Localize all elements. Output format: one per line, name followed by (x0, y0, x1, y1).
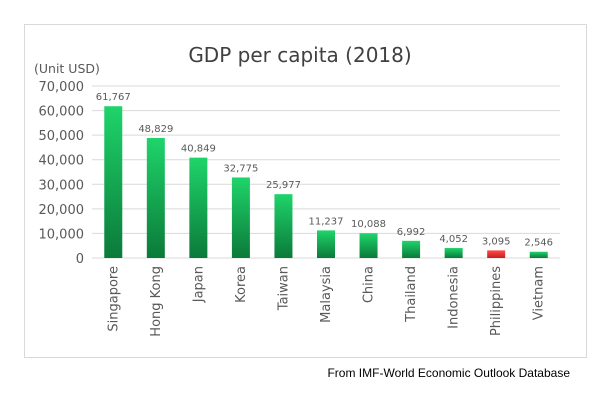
x-tick-label: Japan (191, 266, 206, 303)
x-tick-label: Singapore (106, 266, 121, 332)
y-axis-ticks: 0 10,000 20,000 30,000 40,000 50,000 60,000 70,… (39, 80, 85, 267)
value-labels: 61,767 48,829 40,849 32,775 25,977 11,237 10,0… (96, 92, 553, 249)
y-tick-label: 20,000 (39, 203, 85, 218)
chart-title: GDP per capita (2018) (188, 43, 411, 67)
bar-thailand (402, 240, 421, 258)
gridlines (92, 85, 560, 259)
bar-indonesia (444, 248, 463, 258)
y-tick-label: 0 (76, 252, 84, 267)
value-label: 10,088 (351, 219, 386, 230)
x-tick-label: Taiwan (276, 266, 291, 311)
y-tick-label: 10,000 (39, 227, 85, 242)
y-axis-unit-label: (Unit USD) (34, 61, 100, 76)
x-tick-label: Malaysia (319, 266, 334, 323)
value-label: 4,052 (439, 234, 468, 245)
source-note: From IMF-World Economic Outlook Database (327, 366, 570, 380)
bar-taiwan (274, 194, 293, 258)
value-label: 40,849 (181, 144, 216, 155)
y-tick-label: 60,000 (39, 105, 85, 120)
y-tick-label: 30,000 (39, 178, 85, 193)
y-tick-label: 70,000 (39, 80, 85, 95)
x-tick-label: Indonesia (447, 266, 462, 329)
x-axis-ticks: Singapore Hong Kong Japan Korea Taiwan Malays… (106, 266, 546, 337)
bar-china (359, 233, 378, 258)
value-label: 2,546 (524, 238, 553, 249)
bar-korea (231, 177, 250, 258)
bar-singapore (104, 106, 123, 258)
x-tick-label: Thailand (404, 266, 419, 323)
x-tick-label: Vietnam (532, 266, 547, 320)
value-label: 32,775 (223, 163, 258, 174)
x-tick-label: China (362, 266, 377, 303)
y-tick-label: 50,000 (39, 129, 85, 144)
value-label: 48,829 (138, 124, 173, 135)
value-label: 61,767 (96, 92, 131, 103)
value-label: 25,977 (266, 180, 301, 191)
bar-philippines (487, 250, 506, 258)
bar-japan (189, 157, 208, 258)
value-label: 11,237 (309, 216, 344, 227)
bars (104, 106, 548, 258)
bar-malaysia (317, 230, 335, 258)
x-tick-label: Korea (234, 266, 249, 303)
x-tick-label: Philippines (489, 266, 504, 336)
x-tick-label: Hong Kong (149, 266, 164, 337)
value-label: 3,095 (482, 236, 511, 247)
bar-hong-kong (146, 138, 165, 258)
value-label: 6,992 (397, 227, 426, 238)
y-tick-label: 40,000 (39, 154, 85, 169)
bar-vietnam (529, 251, 548, 258)
